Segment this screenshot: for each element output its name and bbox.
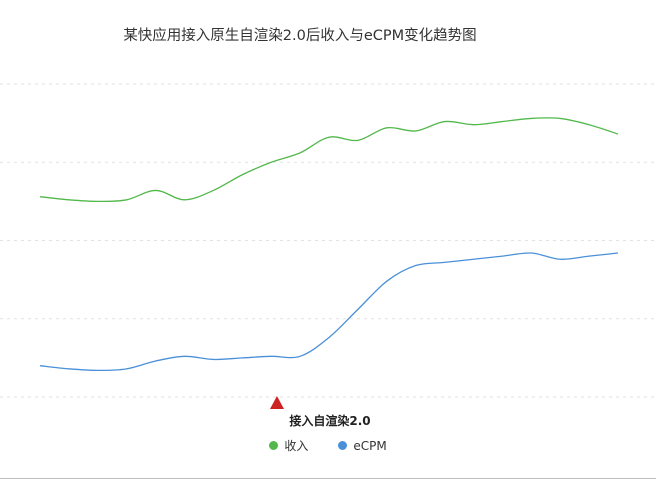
legend-swatch-ecpm xyxy=(338,441,348,450)
bottom-divider xyxy=(0,478,656,479)
legend-label-income: 收入 xyxy=(284,439,309,453)
legend-swatch-income xyxy=(269,441,279,450)
chart-title: 某快应用接入原生自渲染2.0后收入与eCPM变化趋势图 xyxy=(123,28,477,44)
annotation-marker xyxy=(269,396,284,409)
annotation-triangle-icon xyxy=(269,396,284,409)
legend-label-ecpm: eCPM xyxy=(353,438,387,453)
series-line-income xyxy=(39,117,619,203)
gridlines xyxy=(0,83,656,398)
legend-item-income[interactable]: 收入 xyxy=(269,437,308,454)
series-line-ecpm xyxy=(39,252,619,372)
legend: 收入 eCPM xyxy=(0,437,656,454)
series-lines xyxy=(39,117,619,372)
annotation-label: 接入自渲染2.0 xyxy=(289,414,371,428)
legend-item-ecpm[interactable]: eCPM xyxy=(338,437,387,454)
